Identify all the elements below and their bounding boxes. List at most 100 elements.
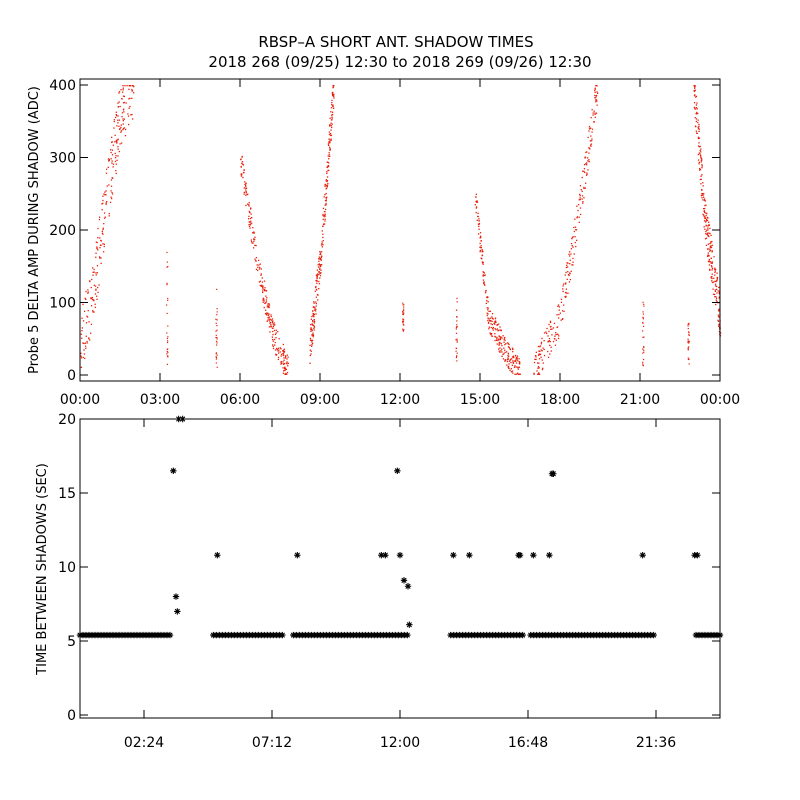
top-data-point xyxy=(330,107,333,109)
top-data-point xyxy=(254,258,256,260)
top-data-point xyxy=(313,309,316,311)
top-data-point xyxy=(129,105,131,108)
top-data-point xyxy=(324,204,326,206)
top-data-point xyxy=(706,212,708,215)
top-data-point xyxy=(716,285,718,288)
top-data-point xyxy=(132,118,134,120)
top-data-point xyxy=(99,256,101,258)
top-data-point xyxy=(323,216,325,218)
top-data-point xyxy=(517,366,519,368)
top-data-point xyxy=(104,191,106,193)
top-data-point xyxy=(248,221,250,223)
top-x-tick-label: 03:00 xyxy=(140,392,180,408)
top-data-point xyxy=(284,369,286,372)
top-data-point xyxy=(698,125,700,128)
top-data-point xyxy=(538,362,540,364)
top-data-point xyxy=(315,279,317,282)
top-data-point xyxy=(494,327,496,330)
top-data-point xyxy=(698,163,700,165)
top-data-point xyxy=(282,361,284,363)
top-data-point xyxy=(693,95,696,97)
top-data-point xyxy=(709,268,711,270)
top-data-point xyxy=(698,137,700,139)
bottom-y-tick-label: 0 xyxy=(67,708,76,724)
top-data-point xyxy=(481,258,483,260)
top-data-point xyxy=(99,257,101,259)
top-data-point xyxy=(403,319,405,321)
top-data-point xyxy=(476,206,478,208)
top-data-point xyxy=(703,226,705,228)
top-data-point xyxy=(697,128,700,130)
top-data-point xyxy=(86,316,89,318)
top-data-point xyxy=(116,125,118,127)
top-data-point xyxy=(98,284,100,286)
top-data-point xyxy=(513,360,515,362)
top-data-point xyxy=(694,89,696,91)
top-data-point xyxy=(282,350,284,352)
top-data-point xyxy=(704,216,706,218)
top-data-point xyxy=(456,360,458,362)
top-data-point xyxy=(486,296,488,299)
top-data-point xyxy=(706,248,709,250)
top-data-point xyxy=(122,118,124,120)
top-data-point xyxy=(284,355,287,357)
top-data-point xyxy=(486,312,488,314)
top-data-point xyxy=(317,264,319,266)
top-data-point xyxy=(688,323,690,325)
top-data-point xyxy=(402,323,404,325)
top-data-point xyxy=(707,227,709,229)
top-data-point xyxy=(478,225,480,228)
top-data-point xyxy=(516,357,518,359)
top-data-point xyxy=(482,275,484,277)
top-data-point xyxy=(570,243,573,245)
top-data-point xyxy=(403,329,405,331)
top-data-point xyxy=(116,142,118,144)
baseline-marker xyxy=(166,631,174,639)
top-data-point xyxy=(560,301,563,303)
chart-subtitle: 2018 268 (09/25) 12:30 to 2018 269 (09/2… xyxy=(208,53,591,71)
top-data-point xyxy=(313,329,315,331)
top-data-point xyxy=(703,208,705,210)
top-data-point xyxy=(319,264,321,266)
top-data-point xyxy=(117,146,119,148)
top-data-point xyxy=(260,273,262,275)
top-data-point xyxy=(566,266,569,268)
top-data-point xyxy=(311,334,313,337)
top-data-point xyxy=(275,353,277,355)
top-data-point xyxy=(122,91,124,93)
top-data-point xyxy=(555,339,557,341)
top-data-point xyxy=(319,252,322,254)
top-data-point xyxy=(711,280,713,282)
top-data-point xyxy=(285,356,287,358)
top-data-point xyxy=(512,372,514,374)
top-data-point xyxy=(715,299,717,301)
top-data-point xyxy=(705,212,707,214)
top-data-point xyxy=(642,352,644,354)
top-data-point xyxy=(121,112,124,114)
top-data-point xyxy=(166,353,168,355)
top-data-point xyxy=(245,188,247,190)
top-data-point xyxy=(326,196,328,198)
top-data-point xyxy=(699,178,701,181)
top-data-point xyxy=(501,337,503,339)
top-data-point xyxy=(710,245,712,247)
top-data-point xyxy=(585,151,587,154)
top-data-point xyxy=(276,349,278,351)
top-data-point xyxy=(716,276,718,279)
top-data-point xyxy=(499,347,501,349)
top-data-point xyxy=(268,303,270,305)
top-data-point xyxy=(323,196,325,198)
top-data-point xyxy=(320,259,322,261)
top-data-point xyxy=(481,251,483,253)
top-data-point xyxy=(694,85,696,88)
top-data-point xyxy=(569,255,571,257)
top-data-point xyxy=(167,348,169,350)
top-data-point xyxy=(508,346,510,348)
top-data-point xyxy=(310,327,312,329)
top-data-point xyxy=(246,193,248,196)
top-data-point xyxy=(541,368,544,371)
top-data-point xyxy=(695,113,698,115)
top-data-point xyxy=(313,316,315,318)
top-data-point xyxy=(95,252,97,254)
top-data-point xyxy=(133,92,135,94)
